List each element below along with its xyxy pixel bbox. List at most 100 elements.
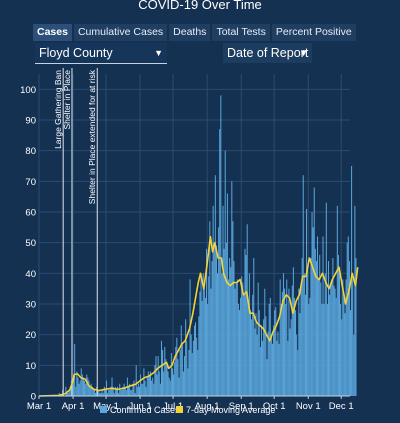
case-bar [284, 288, 286, 396]
case-bar [148, 374, 150, 396]
case-bar [215, 245, 217, 396]
case-bar [254, 328, 256, 396]
case-bar [293, 297, 295, 396]
case-bar [159, 383, 161, 396]
case-bar [231, 181, 233, 396]
case-bar [265, 316, 267, 396]
case-bar [330, 285, 332, 396]
case-bar [99, 392, 101, 396]
case-bar [75, 386, 77, 396]
case-bar [87, 377, 89, 396]
case-bar [108, 389, 110, 396]
case-bar [262, 340, 264, 396]
case-bar [181, 343, 183, 396]
x-tick-label: Dec 1 [329, 401, 354, 412]
case-bar [174, 362, 176, 396]
case-bar [343, 297, 345, 396]
case-bar [149, 371, 151, 396]
case-bar [130, 389, 132, 396]
tab-total-tests[interactable]: Total Tests [212, 24, 270, 41]
case-bar [217, 273, 219, 396]
case-bar [124, 386, 126, 396]
case-bar [166, 365, 168, 396]
case-bar [233, 261, 235, 396]
case-bar [317, 236, 319, 396]
case-bar [81, 374, 83, 396]
case-bar [117, 386, 119, 396]
case-bar [275, 307, 277, 396]
case-bar [226, 193, 228, 396]
case-bar [109, 389, 111, 396]
case-bar [192, 340, 194, 396]
tab-deaths[interactable]: Deaths [169, 24, 211, 41]
case-bar [185, 319, 187, 396]
case-bar [296, 334, 298, 396]
case-bar [177, 359, 179, 396]
case-bar [200, 273, 202, 396]
y-tick-label: 50 [25, 238, 36, 249]
case-bar [88, 380, 90, 396]
case-bar [70, 380, 72, 396]
case-bar [350, 310, 351, 396]
case-bar [214, 175, 216, 396]
case-bar [111, 377, 113, 396]
case-bar [140, 374, 142, 396]
case-bar [110, 386, 112, 396]
case-bar [196, 337, 198, 396]
y-tick-label: 80 [25, 146, 36, 157]
case-bar [247, 304, 249, 396]
case-bar [132, 383, 134, 396]
date-type-select[interactable]: Date of Report ▼ [223, 43, 312, 63]
case-bar [313, 187, 315, 396]
case-bar [79, 380, 81, 396]
case-bar [195, 322, 197, 396]
case-bar [263, 319, 265, 396]
case-bar [258, 310, 260, 396]
case-bar [156, 374, 158, 396]
case-bar [279, 279, 281, 396]
case-bar [84, 380, 86, 396]
case-bar [201, 300, 203, 396]
case-bar [218, 227, 220, 396]
case-bar [115, 389, 117, 396]
case-bar [208, 276, 210, 396]
legend: Confirmed Cases 7-day Moving Average [100, 405, 275, 415]
case-bar [131, 389, 133, 396]
case-bar [236, 279, 238, 396]
case-bar [66, 392, 68, 396]
case-bar [309, 297, 311, 396]
case-bar [113, 392, 115, 396]
case-bar [68, 389, 70, 396]
x-tick-label: Aug 1 [195, 401, 220, 412]
case-bar [100, 392, 102, 396]
case-bar [202, 273, 204, 396]
case-bar [90, 383, 92, 396]
case-bar [225, 242, 227, 396]
case-bar [256, 334, 258, 396]
annotation-label: Large Gathering Ban [53, 70, 63, 149]
case-bar [157, 356, 159, 396]
tab-cumulative-cases[interactable]: Cumulative Cases [73, 24, 168, 41]
case-bar [241, 276, 243, 396]
legend-label-confirmed: Confirmed Cases [110, 405, 180, 415]
chart-title: COVID-19 Over Time [138, 0, 262, 12]
tab-percent-positive[interactable]: Percent Positive [271, 24, 356, 41]
case-bar [336, 205, 338, 396]
case-bar [69, 386, 71, 396]
case-bar [352, 273, 354, 396]
case-bar [269, 297, 271, 396]
case-bar [224, 150, 226, 396]
case-bar [308, 304, 310, 396]
tab-cases[interactable]: Cases [33, 24, 72, 41]
case-bar [297, 350, 299, 396]
case-bar [315, 261, 317, 396]
annotation-label: Shelter in Place extended for at risk [87, 69, 97, 204]
county-select[interactable]: Floyd County ▼ [35, 43, 167, 64]
case-bar [340, 304, 342, 396]
case-bar [143, 368, 145, 396]
case-bar [139, 386, 140, 396]
case-bar [326, 304, 328, 396]
case-bar [133, 380, 135, 396]
